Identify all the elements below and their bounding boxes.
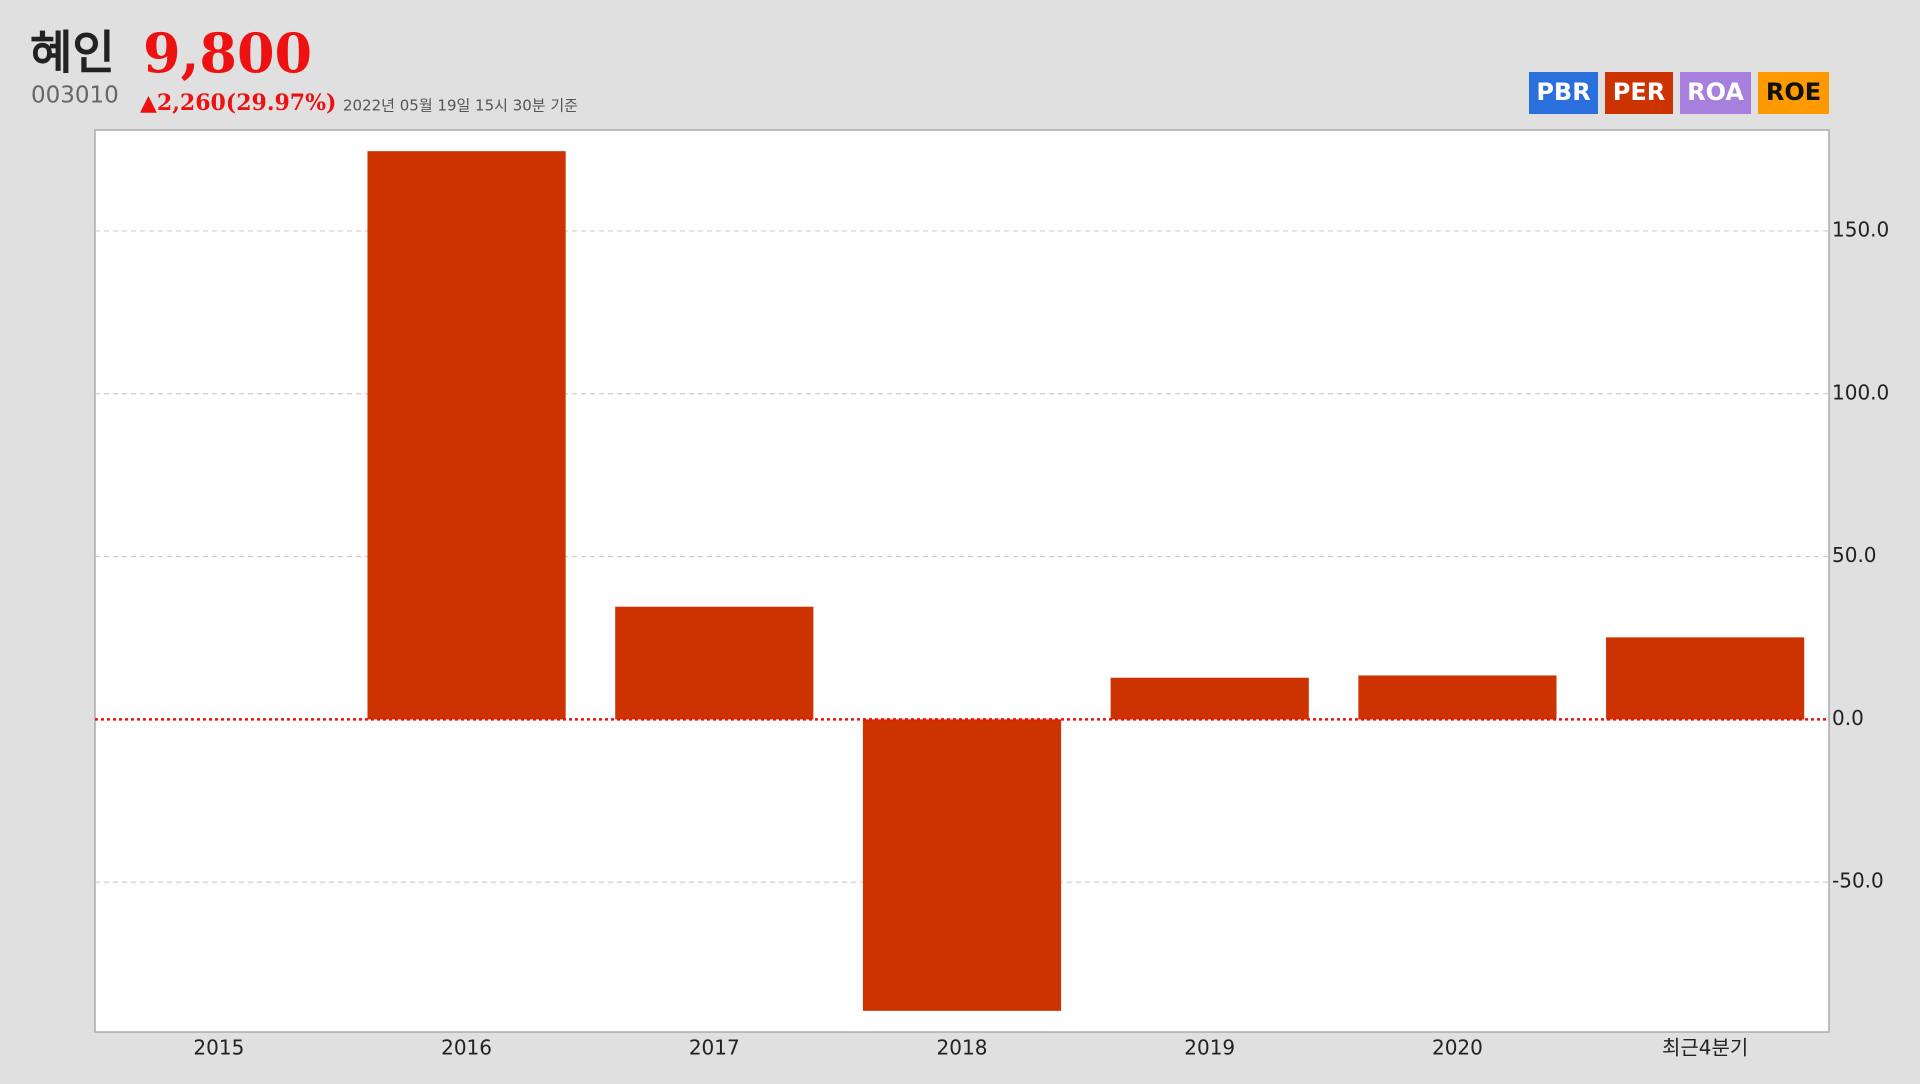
tab-label[interactable]: PER	[1613, 78, 1665, 106]
price: 9,800	[143, 21, 312, 85]
stock-code: 003010	[31, 83, 119, 109]
stock-name: 혜인	[30, 26, 115, 80]
bar	[615, 606, 814, 720]
x-tick-label: 2020	[1432, 1036, 1483, 1060]
x-tick-label: 2015	[193, 1036, 244, 1060]
tab-label[interactable]: ROA	[1687, 78, 1744, 106]
bar	[1606, 637, 1805, 720]
tab-button[interactable]	[1605, 72, 1673, 114]
x-tick-label: 2017	[689, 1036, 740, 1060]
x-tick-label: 2019	[1184, 1036, 1235, 1060]
y-tick-label: -50.0	[1832, 869, 1884, 893]
x-tick-label: 2018	[937, 1036, 988, 1060]
tab-label[interactable]: ROE	[1766, 78, 1821, 106]
y-tick-label: 150.0	[1832, 217, 1889, 241]
y-tick-label: 100.0	[1832, 380, 1889, 404]
tab-button[interactable]	[1529, 72, 1598, 114]
bar	[1110, 677, 1309, 720]
price-change: ▲2,260(29.97%)	[140, 90, 336, 116]
bar	[862, 719, 1062, 1011]
x-tick-label: 2016	[441, 1036, 492, 1060]
tab-button[interactable]	[1758, 72, 1829, 114]
bar	[367, 151, 566, 720]
tab-label[interactable]: PBR	[1536, 78, 1590, 106]
timestamp: 2022년 05월 19일 15시 30분 기준	[343, 97, 578, 115]
tab-button[interactable]	[1680, 72, 1751, 114]
x-tick-label: 최근4분기	[1662, 1036, 1748, 1060]
y-tick-label: 0.0	[1832, 706, 1864, 730]
y-tick-label: 50.0	[1832, 543, 1877, 567]
bar	[1358, 675, 1557, 720]
